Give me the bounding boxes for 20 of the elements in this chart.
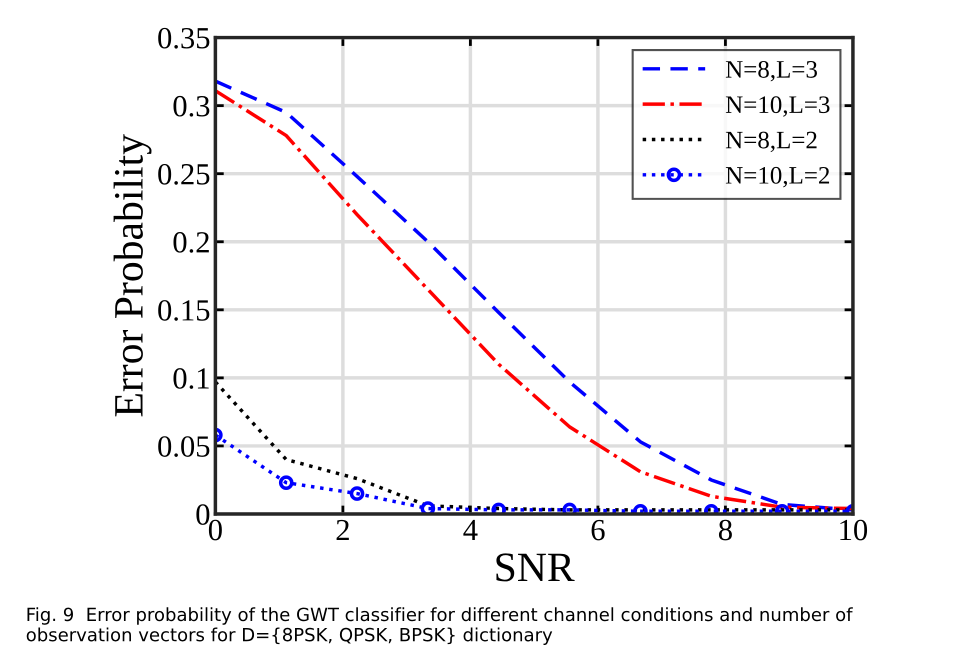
x-tick-label: 2 bbox=[336, 520, 349, 540]
caption: Fig. 9 Error probability of the GWT classifier for different channel conditions and number of observation vectors for D={8PSK, QPSK, BPSK} dictionary bbox=[26, 607, 853, 645]
legend-label: N=10,L=2 bbox=[726, 166, 830, 188]
y-tick-label: 0.15 bbox=[158, 300, 210, 321]
y-tick-label: 0.35 bbox=[158, 28, 210, 49]
x-axis-title: SNR bbox=[496, 553, 575, 582]
x-tick-label: 8 bbox=[718, 520, 732, 540]
x-tick-label: 4 bbox=[463, 520, 478, 540]
legend-label: N=8,L=3 bbox=[726, 60, 817, 82]
y-axis-title: Error Probability bbox=[114, 134, 152, 416]
legend-label: N=10,L=3 bbox=[726, 96, 830, 117]
x-tick-label: 10 bbox=[840, 520, 868, 540]
y-tick-label: 0.25 bbox=[158, 164, 210, 185]
y-tick-label: 0.1 bbox=[173, 368, 209, 389]
y-tick-label: 0.2 bbox=[173, 232, 209, 253]
x-tick-label: 6 bbox=[592, 520, 605, 540]
y-tick-label: 0.3 bbox=[173, 96, 210, 117]
y-tick-label: 0.05 bbox=[158, 436, 210, 457]
y-tick-label: 0 bbox=[196, 504, 210, 525]
legend-label: N=8,L=2 bbox=[726, 132, 817, 152]
